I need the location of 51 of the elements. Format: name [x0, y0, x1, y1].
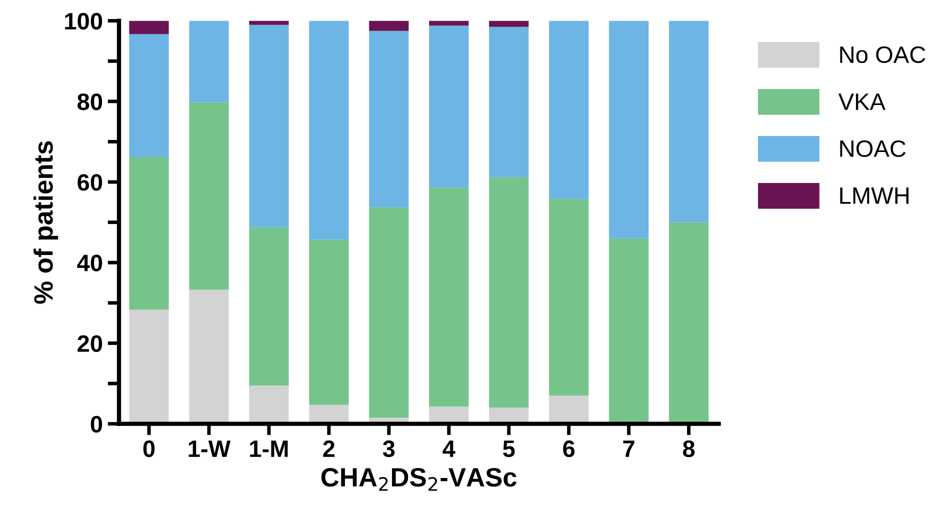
y-tick-label: 20 [78, 335, 102, 352]
x-tick-label: 0 [143, 440, 155, 458]
x-tick-label: 6 [563, 440, 575, 458]
bar [609, 20, 649, 238]
legend-label: NOAC [840, 140, 906, 158]
bar [189, 102, 229, 290]
bar [489, 20, 529, 27]
bar [489, 26, 529, 178]
bar [249, 24, 289, 228]
x-tick-label: 1-M [250, 440, 288, 457]
legend-label: VKA [838, 94, 886, 110]
bar [549, 20, 589, 199]
bar [309, 20, 349, 240]
bar [668, 222, 709, 424]
y-tick-label: 0 [90, 416, 102, 433]
bar [249, 20, 289, 25]
bar [369, 207, 409, 418]
bar [429, 20, 469, 26]
legend-label: No OAC [840, 46, 926, 64]
x-tick-label: 2 [323, 440, 335, 457]
bar [249, 386, 289, 424]
x-tick-label: 8 [682, 440, 695, 458]
bar [609, 238, 649, 424]
x-axis-title: CHA$_{2}$DS$_{2}$-VASc [321, 468, 517, 491]
bar [309, 240, 349, 405]
bar [129, 20, 169, 34]
x-tick-label: 3 [382, 440, 395, 458]
bar [129, 34, 169, 158]
y-tick-label: 40 [77, 254, 102, 272]
bar [129, 157, 169, 310]
y-tick-label: 60 [78, 174, 102, 191]
legend-label: LMWH [840, 188, 908, 204]
bar [549, 198, 589, 396]
y-tick-label: 80 [78, 93, 102, 110]
x-tick-label: 7 [623, 440, 634, 457]
bar [369, 30, 409, 208]
bar [489, 177, 529, 408]
bar [249, 227, 289, 386]
bar [189, 20, 229, 102]
bar [189, 290, 229, 424]
bar [369, 20, 409, 31]
bar [429, 26, 469, 188]
bar [429, 188, 469, 406]
y-tick-label: 100 [65, 12, 102, 30]
x-tick-label: 1-W [188, 440, 231, 457]
bar [549, 396, 589, 424]
y-axis-title: % of patients [33, 141, 58, 304]
bar [668, 20, 709, 222]
x-tick-label: 4 [442, 440, 456, 457]
x-tick-label: 5 [503, 440, 515, 458]
bar [129, 310, 169, 424]
